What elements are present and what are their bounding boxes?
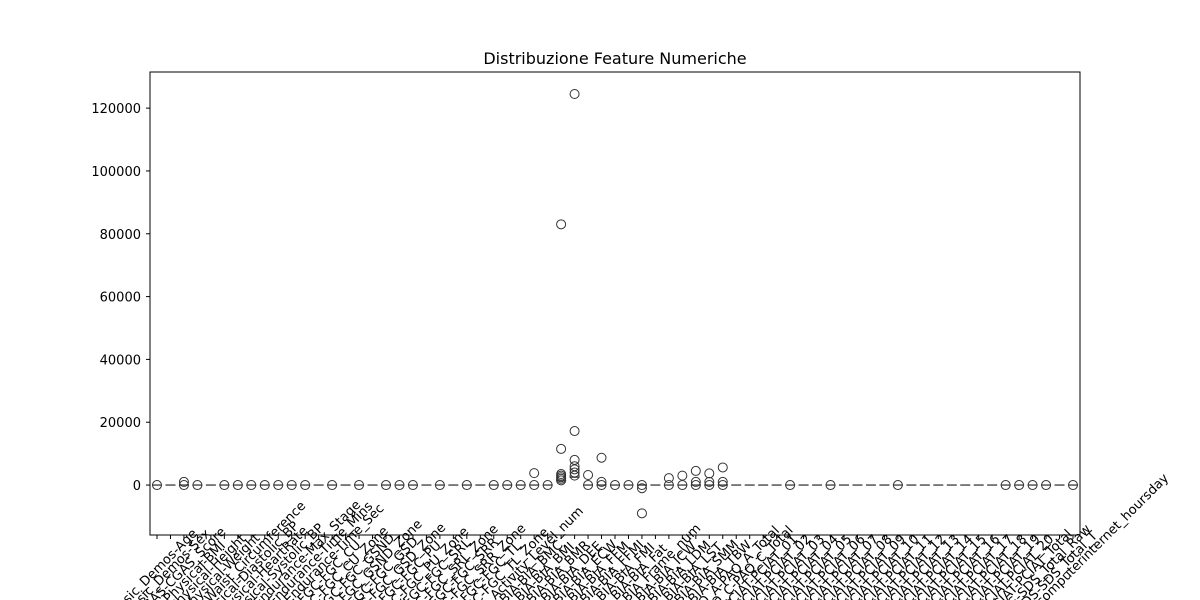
outlier	[461, 480, 472, 491]
y-tick-label: 80000	[100, 228, 141, 243]
outlier	[542, 480, 553, 491]
outlier	[381, 480, 391, 491]
outlier	[152, 480, 162, 491]
y-tick-label: 20000	[100, 416, 141, 431]
outlier	[569, 426, 580, 437]
outlier	[663, 480, 674, 491]
outlier	[232, 480, 243, 491]
outlier	[286, 480, 297, 491]
outlier	[636, 483, 647, 494]
outlier	[434, 480, 445, 491]
outlier	[610, 480, 620, 491]
outlier	[1027, 480, 1038, 491]
outlier	[515, 480, 526, 491]
outlier	[704, 468, 715, 479]
y-tick-label: 60000	[100, 291, 141, 306]
outlier	[785, 480, 796, 491]
chart-title: Distribuzione Feature Numeriche	[483, 49, 746, 68]
outlier	[717, 480, 728, 491]
outlier	[259, 480, 270, 491]
outlier	[407, 480, 418, 491]
outlier	[300, 480, 311, 491]
outlier	[502, 480, 513, 491]
outlier	[704, 480, 715, 491]
outlier	[596, 452, 607, 463]
outlier	[717, 462, 728, 473]
outlier	[623, 480, 634, 491]
outlier	[690, 476, 701, 487]
y-tick-label: 0	[133, 479, 141, 494]
outlier	[488, 480, 499, 491]
outlier	[636, 508, 647, 519]
outlier	[192, 480, 203, 491]
outlier	[704, 476, 715, 487]
y-tick-label: 120000	[91, 102, 141, 117]
y-tick-label: 100000	[91, 165, 141, 180]
y-tick-label: 40000	[100, 353, 141, 368]
outlier	[1041, 480, 1052, 491]
outlier	[677, 470, 688, 481]
outlier	[556, 219, 567, 230]
outlier	[556, 443, 567, 454]
plot-frame	[149, 71, 1081, 536]
outlier	[825, 480, 836, 491]
outlier	[394, 480, 405, 491]
outlier	[246, 480, 257, 491]
outlier	[178, 480, 189, 491]
outlier	[690, 465, 701, 476]
outlier	[663, 473, 674, 484]
outlier	[596, 476, 607, 487]
outlier	[583, 480, 594, 491]
outlier	[690, 480, 701, 491]
outlier	[327, 480, 338, 491]
outlier	[569, 467, 580, 478]
outlier	[1068, 480, 1078, 491]
outlier	[717, 476, 728, 487]
outlier	[677, 480, 688, 491]
outlier	[178, 476, 189, 487]
outlier	[219, 480, 230, 491]
outlier	[529, 468, 540, 479]
outlier	[1000, 480, 1011, 491]
outlier	[273, 480, 284, 491]
outlier	[596, 480, 607, 491]
outlier	[556, 475, 567, 486]
outlier	[892, 480, 903, 491]
outlier	[354, 480, 365, 491]
outlier	[569, 470, 580, 481]
outlier	[636, 480, 647, 491]
outlier	[569, 464, 580, 475]
outlier	[1014, 480, 1025, 491]
outlier	[569, 88, 580, 99]
outlier	[583, 470, 594, 481]
outlier	[529, 480, 540, 491]
